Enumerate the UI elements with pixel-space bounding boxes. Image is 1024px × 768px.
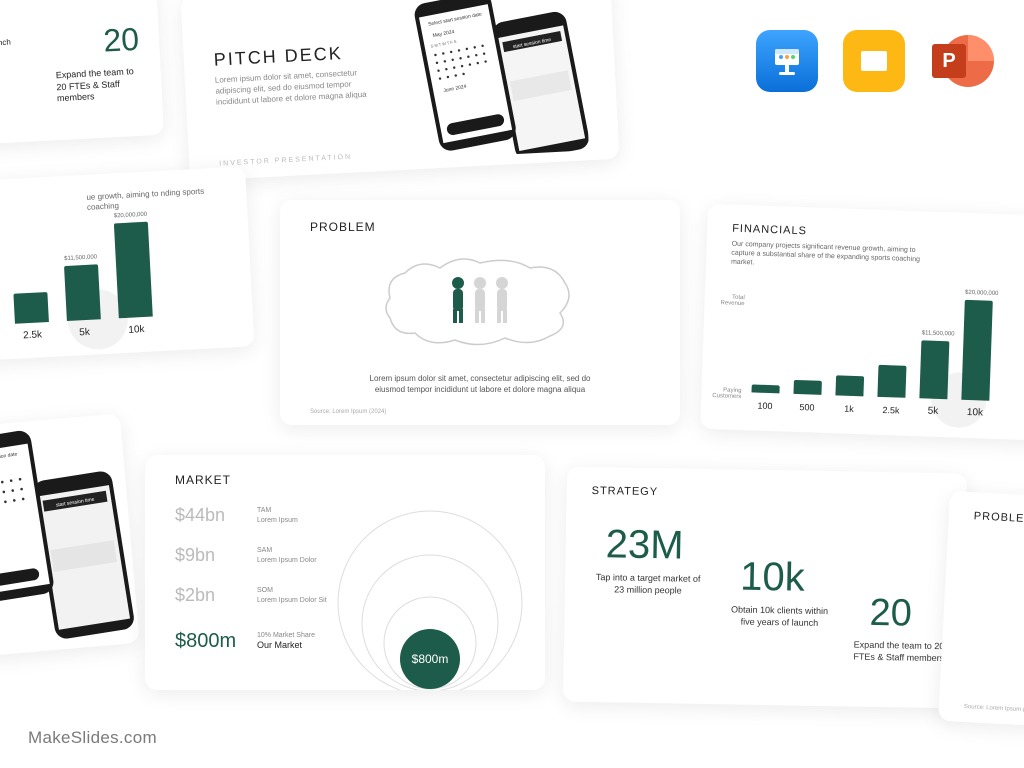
brand-watermark: MakeSlides.com <box>28 728 157 748</box>
slide-card-financials: FINANCIALS Our company projects signific… <box>700 204 1024 441</box>
phone-mockup: start session time Select start session … <box>401 0 590 165</box>
number-20: 20 <box>103 21 140 60</box>
market-row-our: $800m 10% Market ShareOur Market <box>175 630 315 653</box>
partial-text: s within nch <box>0 37 29 49</box>
strategy-20: 20 <box>869 592 912 636</box>
google-slides-icon <box>843 30 905 92</box>
cap-10k: Obtain 10k clients within five years of … <box>724 604 834 629</box>
market-circles: $800m <box>335 495 525 690</box>
ylabel-customers: Paying Customers <box>711 387 741 400</box>
strategy-title: STRATEGY <box>592 485 659 498</box>
slide-card-problem: PROBLEM Lorem ipsum dolor sit amet, cons… <box>280 200 680 425</box>
bar-chart: 1k 2.5k $11,500,0005k $20,000,00010k <box>0 222 153 327</box>
fin-bars: 100 500 1k 2.5k $11,500,0005k $20,000,00… <box>751 292 992 400</box>
strategy-23m: 23M <box>605 522 684 568</box>
slide-card-bars-partial: ue growth, aiming to nding sports coachi… <box>0 166 254 363</box>
cap-20: Expand the team to 20 FTEs & Staff membe… <box>844 639 954 664</box>
svg-text:P: P <box>942 50 955 72</box>
problem-source: Source: Lorem Ipsum (2024) <box>310 409 386 415</box>
strategy-10k: 10k <box>740 555 805 601</box>
pitch-subtitle: Lorem ipsum dolor sit amet, consectetur … <box>215 66 387 108</box>
market-row-sam: $9bn SAMLorem Ipsum Dolor <box>175 545 317 566</box>
pitch-footer: INVESTOR PRESENTATION <box>219 154 352 168</box>
slide-card-pitch-deck: PITCH DECK Lorem ipsum dolor sit amet, c… <box>180 0 619 181</box>
market-title: MARKET <box>175 473 231 487</box>
fin-title: FINANCIALS <box>732 223 807 238</box>
slide-card-goals-partial: k s within nch 20 Expand the team to 20 … <box>0 0 164 145</box>
powerpoint-icon: P <box>930 30 994 92</box>
chart-caption: ue growth, aiming to nding sports coachi… <box>86 187 207 214</box>
problem-title: PROBLEM <box>310 220 376 234</box>
problem2-source: Source: Lorem Ipsum (2024) <box>964 704 1024 714</box>
problem2-title: PROBLEM <box>974 510 1024 525</box>
problem-text: Lorem ipsum dolor sit amet, consectetur … <box>365 373 595 395</box>
fin-sub: Our company projects significant revenue… <box>731 240 922 274</box>
app-icons-row: P <box>756 30 994 92</box>
caption-20: Expand the team to 20 FTEs & Staff membe… <box>56 66 148 106</box>
slide-card-market: MARKET $44bn TAMLorem Ipsum $9bn SAMLore… <box>145 455 545 690</box>
ylabel-revenue: Total Revenue <box>714 294 744 307</box>
pitch-title: PITCH DECK <box>213 43 343 71</box>
bubble-label: $800m <box>412 652 449 666</box>
market-row-som: $2bn SOMLorem Ipsum Dolor Sit <box>175 585 327 606</box>
cap-23m: Tap into a target market of 23 million p… <box>593 572 703 597</box>
keynote-icon <box>756 30 818 92</box>
slide-card-phone-partial: start session time Select start session … <box>0 413 140 656</box>
slide-card-problem-partial: PROBLEM Source: Lorem Ipsum (2024) <box>938 491 1024 729</box>
market-row-tam: $44bn TAMLorem Ipsum <box>175 505 298 526</box>
map-graphic <box>380 248 580 363</box>
slide-card-strategy: STRATEGY 23M Tap into a target market of… <box>563 467 967 709</box>
